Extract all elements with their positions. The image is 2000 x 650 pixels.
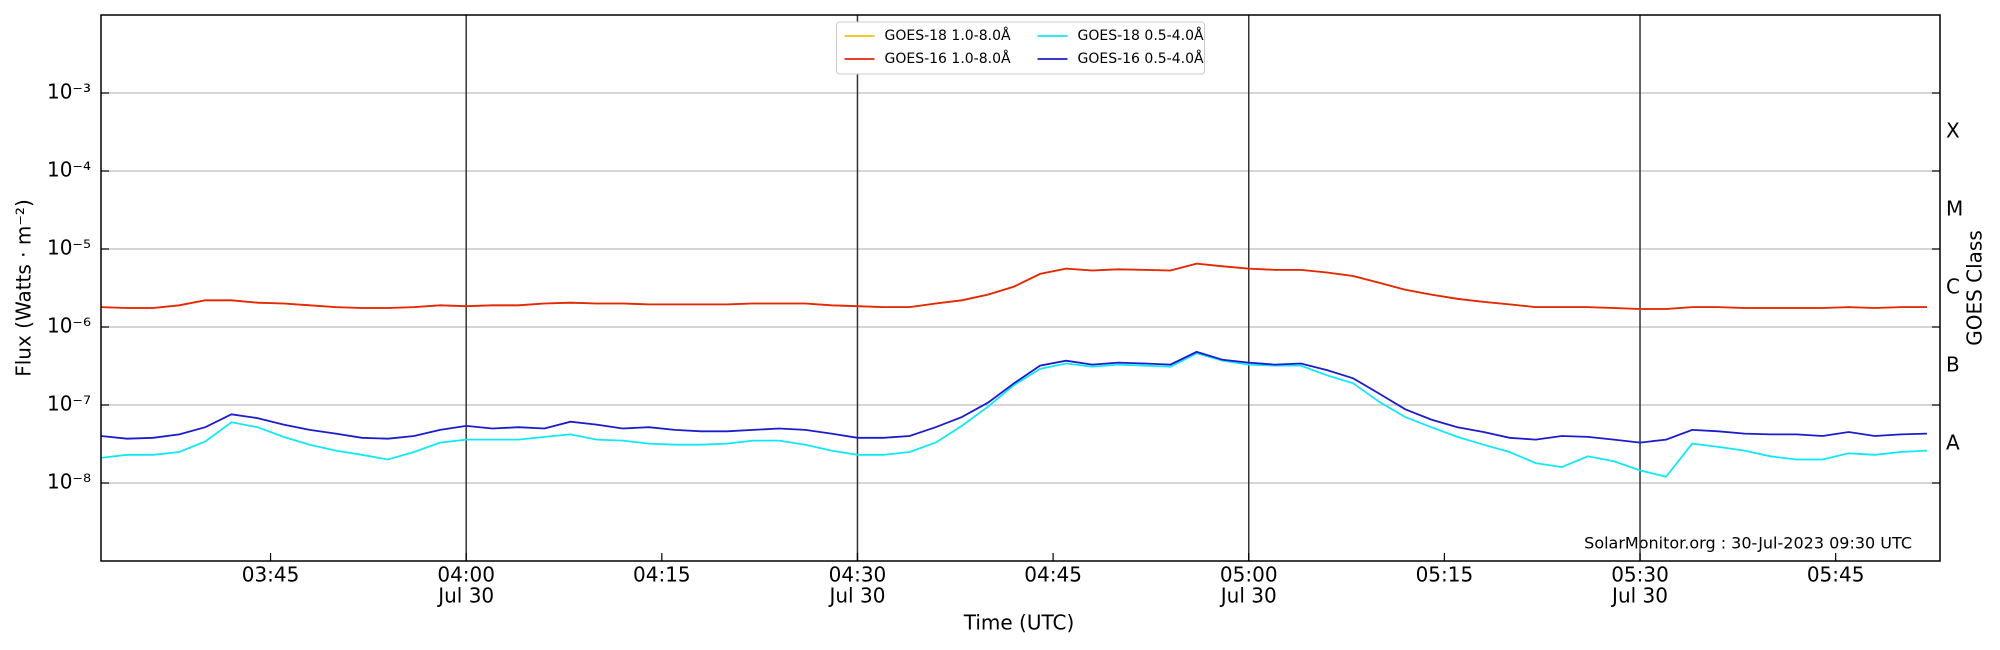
series-line [101,352,1928,478]
x-tick-date: Jul 30 [436,584,494,608]
series-line [101,350,1928,444]
y-tick-label: 10⁻⁷ [47,392,91,416]
y2-tick-label: M [1946,197,1963,221]
series-line [101,262,1927,310]
y-tick-label: 10⁻⁸ [47,470,91,494]
y2-axis-label: GOES Class [1963,230,1987,346]
x-tick-label: 04:30 [829,563,887,587]
x-tick-label: 05:00 [1220,563,1278,587]
y-tick-label: 10⁻⁴ [47,158,91,182]
x-tick-date: Jul 30 [827,584,885,608]
x-axis-label: Time (UTC) [963,611,1075,635]
legend-label: GOES-18 1.0-8.0Å [885,27,1011,44]
x-tick-label: 04:45 [1024,563,1082,587]
annotation: SolarMonitor.org : 30-Jul-2023 09:30 UTC [1584,534,1912,553]
plot-frame [100,14,1941,562]
x-tick-label: 03:45 [242,563,300,587]
x-tick-label: 05:45 [1807,563,1865,587]
legend-label: GOES-16 1.0-8.0Å [885,50,1011,67]
y2-tick-label: B [1946,353,1960,377]
x-tick-label: 05:30 [1611,563,1669,587]
y-tick-label: 10⁻³ [47,80,91,104]
y2-tick-label: A [1946,431,1960,455]
y-tick-label: 10⁻⁵ [47,236,91,260]
y-axis-label: Flux (Watts · m⁻²) [12,199,36,377]
legend-label: GOES-16 0.5-4.0Å [1078,50,1204,67]
y2-tick-label: C [1946,275,1960,299]
y2-tick-label: X [1946,119,1960,143]
x-tick-label: 04:00 [437,563,495,587]
legend-label: GOES-18 0.5-4.0Å [1078,27,1204,44]
y-tick-label: 10⁻⁶ [47,314,91,338]
x-tick-label: 04:15 [633,563,691,587]
x-tick-date: Jul 30 [1610,584,1668,608]
x-tick-date: Jul 30 [1219,584,1277,608]
x-tick-label: 05:15 [1416,563,1474,587]
legend-box [836,21,1205,75]
